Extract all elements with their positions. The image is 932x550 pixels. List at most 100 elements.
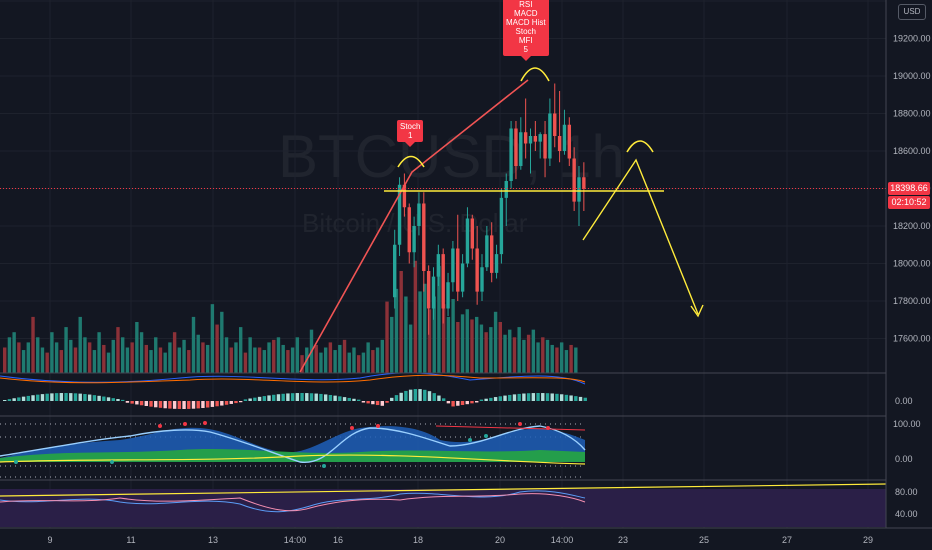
volume-bar bbox=[498, 322, 502, 373]
countdown-tag: 02:10:52 bbox=[888, 196, 930, 209]
macd-hist-bar bbox=[437, 395, 441, 401]
macd-hist-bar bbox=[276, 394, 281, 401]
volume-bar bbox=[248, 337, 252, 373]
macd-hist-bar bbox=[135, 401, 139, 405]
signal-line: Stoch bbox=[400, 122, 421, 131]
volume-bar bbox=[7, 337, 12, 373]
osc-line bbox=[0, 425, 586, 463]
time-tick: 20 bbox=[495, 535, 505, 545]
volume-bar bbox=[536, 342, 540, 373]
candle-body bbox=[509, 128, 513, 181]
candle-body bbox=[548, 113, 552, 159]
volume-bar bbox=[26, 342, 30, 373]
volume-bar bbox=[36, 337, 40, 373]
volume-bar bbox=[239, 327, 243, 373]
macd-hist-bar bbox=[224, 401, 229, 405]
price-tick: 18200.00 bbox=[893, 221, 931, 231]
volume-bar bbox=[404, 296, 408, 373]
macd-hist-bar bbox=[432, 393, 436, 401]
candlesticks bbox=[393, 83, 586, 335]
time-tick: 16 bbox=[333, 535, 343, 545]
volume-bar bbox=[347, 352, 351, 373]
macd-hist-bar bbox=[40, 394, 45, 401]
volume-bars bbox=[3, 260, 578, 373]
red-trendline bbox=[299, 79, 529, 373]
rsi-line bbox=[0, 490, 586, 513]
price-tick: 19200.00 bbox=[893, 34, 931, 44]
candle-body bbox=[582, 177, 586, 189]
time-tick: 23 bbox=[618, 535, 628, 545]
macd-hist-bar bbox=[503, 395, 507, 401]
macd-hist-bar bbox=[54, 393, 59, 401]
volume-bar bbox=[314, 344, 318, 373]
volume-bar bbox=[446, 316, 451, 373]
volume-bar bbox=[286, 350, 290, 373]
volume-bar bbox=[390, 316, 394, 373]
macd-hist-bar bbox=[569, 395, 573, 401]
signal-multi[interactable]: RSI MACD MACD Hist Stoch MFI 5 bbox=[503, 0, 549, 61]
candle-body bbox=[553, 113, 557, 136]
volume-bar bbox=[385, 301, 389, 373]
signal-arrow bbox=[520, 56, 531, 61]
volume-bar bbox=[149, 350, 153, 373]
price-tick: 18800.00 bbox=[893, 109, 931, 119]
candle-body bbox=[567, 124, 571, 159]
volume-bar bbox=[257, 347, 262, 373]
volume-bar bbox=[380, 339, 384, 373]
volume-bar bbox=[177, 347, 182, 373]
candle-body bbox=[446, 282, 450, 309]
volume-bar bbox=[130, 342, 134, 373]
currency-badge[interactable]: USD bbox=[898, 4, 926, 20]
price-tick: 18000.00 bbox=[893, 259, 931, 269]
volume-bar bbox=[361, 352, 366, 373]
volume-bar bbox=[262, 350, 266, 373]
macd-hist-bar bbox=[248, 398, 252, 401]
head-arc bbox=[520, 67, 550, 82]
osc-tick: 0.00 bbox=[895, 454, 913, 464]
time-tick: 25 bbox=[699, 535, 709, 545]
macd-hist-bar bbox=[470, 401, 474, 404]
macd-hist-bar bbox=[545, 393, 550, 401]
volume-bar bbox=[569, 344, 573, 373]
macd-hist-bar bbox=[144, 401, 148, 407]
signal-stoch[interactable]: Stoch 1 bbox=[397, 120, 424, 147]
volume-bar bbox=[423, 283, 427, 373]
volume-bar bbox=[512, 337, 517, 373]
volume-bar bbox=[375, 347, 380, 373]
macd-hist-bar bbox=[404, 390, 408, 401]
projection-arrowhead bbox=[690, 304, 704, 318]
candle-body bbox=[528, 136, 533, 144]
volume-bar bbox=[50, 332, 54, 373]
projection-path bbox=[582, 158, 699, 315]
signal-line: Stoch bbox=[515, 27, 537, 36]
macd-hist-bar bbox=[305, 393, 309, 401]
volume-bar bbox=[470, 319, 474, 373]
time-tick: 14:00 bbox=[284, 535, 307, 545]
volume-bar bbox=[281, 344, 285, 373]
macd-hist-bar bbox=[253, 397, 257, 401]
volume-bar bbox=[522, 339, 526, 373]
volume-bar bbox=[54, 342, 59, 373]
candle-body bbox=[523, 132, 528, 144]
price-tick: 17800.00 bbox=[893, 296, 931, 306]
candle-body bbox=[494, 254, 499, 273]
macd-hist-bar bbox=[201, 401, 205, 409]
osc-tick: 100.00 bbox=[893, 419, 921, 429]
macd-hist-bar bbox=[574, 396, 578, 401]
macd-hist-bar bbox=[295, 393, 300, 401]
volume-bar bbox=[135, 322, 139, 373]
candle-body bbox=[562, 124, 567, 151]
macd-hist-bar bbox=[522, 393, 526, 401]
rsi-trendline bbox=[0, 483, 887, 497]
candle-body bbox=[441, 254, 445, 309]
candle-body bbox=[431, 276, 436, 309]
price-tick: 17600.00 bbox=[893, 334, 931, 344]
volume-bar bbox=[267, 342, 271, 373]
volume-bar bbox=[295, 337, 300, 373]
signal-line: RSI bbox=[519, 0, 533, 9]
signal-line: 1 bbox=[408, 131, 413, 140]
macd-hist-bar bbox=[59, 393, 64, 401]
macd-hist-bar bbox=[413, 389, 418, 401]
macd-hist-bar bbox=[371, 401, 375, 405]
